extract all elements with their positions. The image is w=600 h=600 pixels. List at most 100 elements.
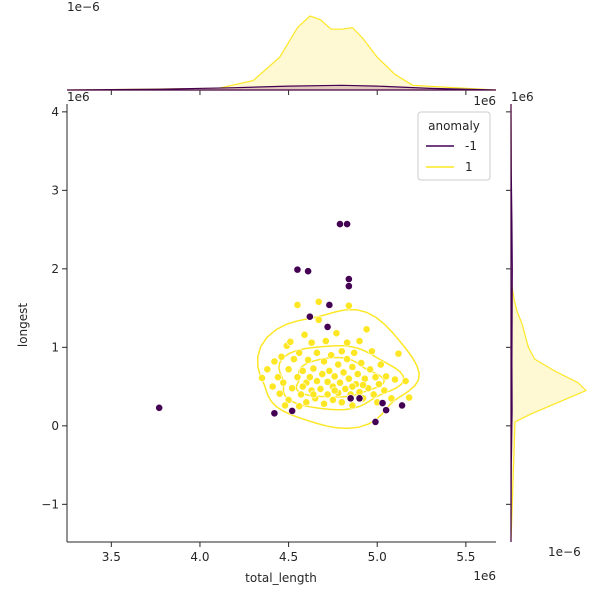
normal-point: [316, 385, 325, 393]
normal-point: [357, 359, 366, 367]
x-tick-label: 3.5: [102, 550, 121, 564]
y-offset-label: 1e6: [67, 90, 90, 104]
normal-point: [290, 355, 298, 364]
normal-point: [277, 352, 286, 361]
normal-point: [394, 349, 403, 358]
normal-point: [275, 389, 284, 398]
normal-point: [288, 384, 297, 393]
normal-point: [313, 348, 321, 357]
normal-point: [327, 351, 336, 360]
normal-point: [295, 348, 304, 357]
top-marginal-offset-label: 1e−6: [67, 0, 100, 14]
normal-point: [300, 330, 309, 339]
right-marginal-offset-label: 1e−6: [548, 545, 581, 559]
y-axis-label: longest: [16, 303, 30, 348]
normal-point: [297, 390, 305, 399]
normal-point: [314, 315, 323, 324]
normal-point: [339, 368, 348, 377]
right-kde-anomaly: [510, 103, 513, 543]
anomaly-point: [378, 399, 387, 407]
legend-label-normal: 1: [465, 160, 473, 174]
normal-point: [304, 355, 312, 364]
normal-point: [334, 360, 343, 369]
y-tick-label: 1: [51, 340, 59, 354]
normal-point: [348, 363, 357, 371]
normal-point: [391, 375, 399, 384]
normal-point: [325, 366, 334, 375]
anomaly-point: [288, 407, 297, 415]
y-tick-label: 3: [51, 183, 59, 197]
anomaly-point: [344, 282, 353, 291]
anomaly-point: [371, 418, 380, 426]
normal-point: [343, 355, 351, 364]
normal-point: [320, 357, 328, 366]
normal-point: [293, 373, 302, 382]
normal-point: [344, 374, 353, 383]
normal-point: [307, 338, 316, 347]
anomaly-point: [305, 312, 314, 321]
normal-point: [366, 365, 375, 374]
normal-point: [323, 377, 332, 386]
kde-contours: [256, 308, 420, 430]
normal-point: [281, 401, 289, 410]
anomaly-point: [270, 409, 279, 418]
anomaly-point: [382, 406, 390, 415]
right-marginal-y-offset-label: 1e6: [511, 90, 534, 104]
legend-title: anomaly: [428, 119, 480, 133]
normal-point: [302, 398, 311, 407]
normal-point: [263, 365, 272, 374]
normal-point: [362, 325, 371, 334]
normal-point: [337, 347, 346, 356]
scatter-points: [155, 220, 414, 426]
normal-point: [268, 382, 277, 391]
normal-point: [274, 373, 282, 382]
normal-point: [298, 366, 307, 375]
anomaly-point: [343, 220, 351, 228]
normal-point: [387, 394, 396, 403]
axes: [66, 104, 496, 543]
ticks: 3.5 4.0 4.5 5.0 5.5 −1 0 1 2 3 4: [41, 105, 475, 564]
normal-point: [298, 382, 307, 391]
normal-point: [405, 393, 414, 402]
normal-point: [309, 390, 318, 399]
normal-point: [330, 386, 339, 395]
normal-point: [337, 398, 346, 407]
x-tick-label: 5.5: [456, 550, 475, 564]
anomaly-point: [344, 275, 353, 283]
normal-point: [348, 382, 357, 391]
x-tick-label: 4.5: [279, 550, 298, 564]
anomaly-point: [398, 401, 406, 410]
kde-contour-level: [256, 308, 420, 430]
anomaly-point: [155, 403, 164, 412]
legend: anomaly -1 1: [417, 111, 491, 181]
anomaly-point: [293, 265, 302, 274]
normal-point: [332, 329, 341, 338]
x-axis-label: total_length: [245, 571, 317, 585]
anomaly-point: [304, 267, 312, 276]
x-tick-label: 4.0: [190, 550, 209, 564]
normal-point: [318, 370, 327, 378]
normal-point: [348, 401, 357, 410]
normal-point: [320, 399, 328, 408]
normal-point: [329, 396, 337, 404]
normal-point: [344, 301, 353, 310]
normal-point: [284, 365, 293, 374]
y-tick-label: 4: [51, 105, 59, 119]
legend-label-anomaly: -1: [465, 139, 477, 153]
normal-point: [258, 374, 266, 382]
normal-point: [323, 390, 332, 399]
top-kde-anomaly: [66, 84, 497, 91]
x-offset-label: 1e6: [473, 569, 496, 583]
normal-point: [330, 372, 339, 381]
normal-point: [341, 385, 350, 393]
y-tick-label: 2: [51, 262, 59, 276]
normal-point: [343, 338, 351, 347]
normal-point: [359, 381, 367, 389]
normal-point: [293, 301, 302, 309]
normal-point: [375, 380, 383, 389]
y-tick-label: −1: [41, 497, 59, 511]
top-marginal-plot: [66, 15, 497, 95]
anomaly-point: [336, 220, 344, 228]
normal-point: [371, 373, 380, 382]
